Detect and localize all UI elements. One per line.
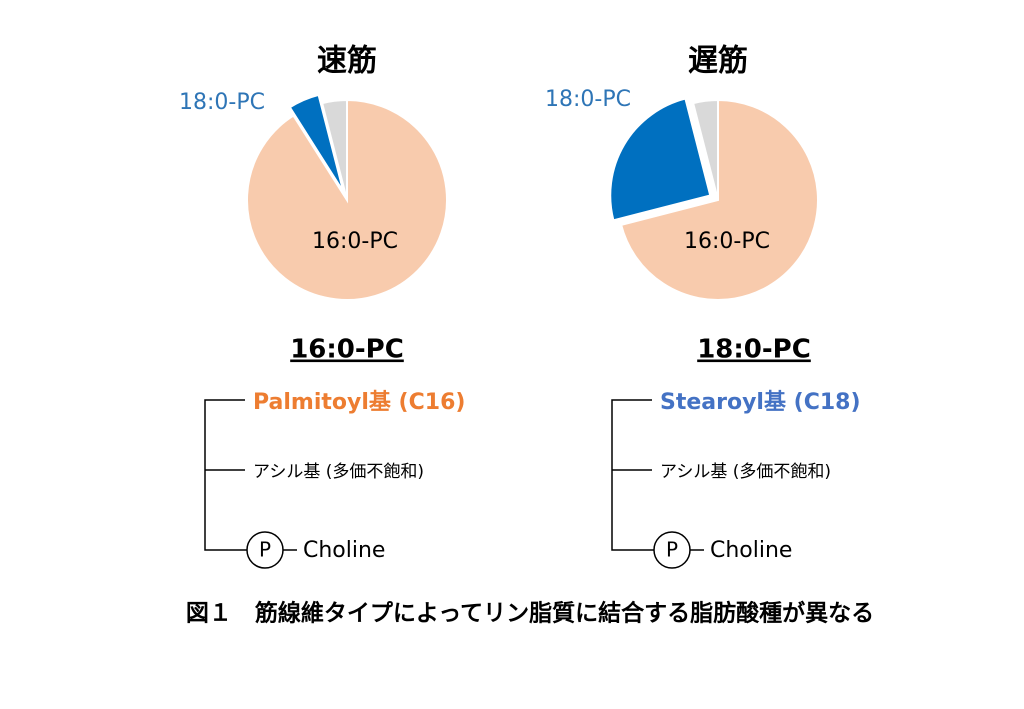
chain-2: アシル基 (多価不飽和) [660, 462, 831, 482]
slice-label: 16:0-PC [684, 229, 770, 254]
slice-label: 18:0-PC [545, 87, 631, 112]
phosphate: P [666, 538, 678, 562]
bracket [204, 399, 247, 551]
slice-label: 18:0-PC [179, 90, 265, 115]
phosphate: P [259, 538, 271, 562]
pie-title: 遅筋 [688, 44, 748, 79]
slice-label: 16:0-PC [312, 229, 398, 254]
bracket [611, 399, 654, 551]
caption: 図１ 筋線維タイプによってリン脂質に結合する脂肪酸種が異なる [186, 600, 874, 627]
pie-slice [320, 98, 348, 201]
headgroup: Choline [303, 538, 385, 563]
pie-slice [288, 93, 345, 193]
chain-2: アシル基 (多価不飽和) [253, 462, 424, 482]
chain-1: Stearoyl基 (C18) [660, 390, 861, 415]
pie-slice [609, 97, 712, 222]
headgroup: Choline [710, 538, 792, 563]
chain-1: Palmitoyl基 (C16) [253, 390, 465, 415]
pie-slice [691, 98, 719, 201]
pie-slice [619, 98, 819, 301]
structure-title: 16:0-PC [290, 335, 404, 365]
structure-title: 18:0-PC [697, 335, 811, 365]
pie-title: 速筋 [317, 44, 377, 79]
